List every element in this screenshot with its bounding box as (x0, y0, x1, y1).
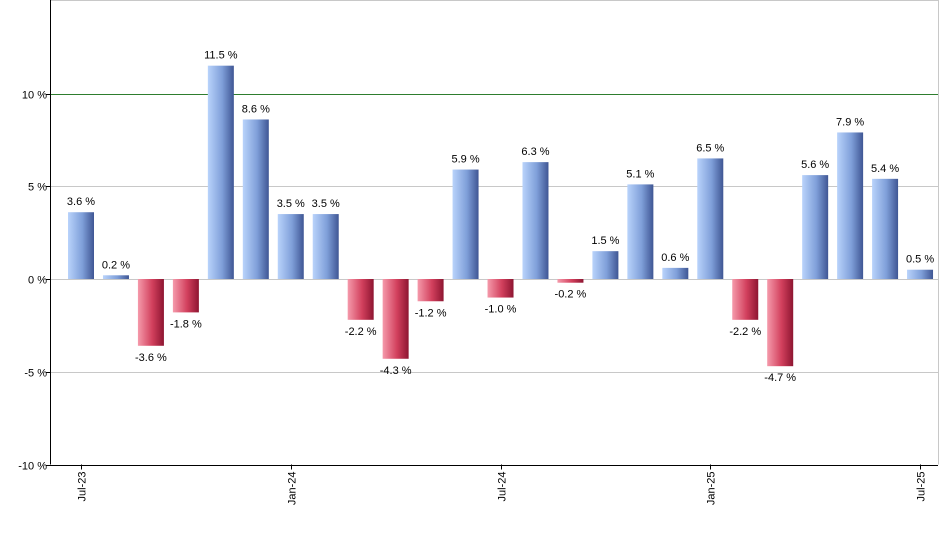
bar (697, 158, 724, 279)
bar (347, 279, 374, 320)
bar (102, 275, 129, 279)
y-tick-label: -10 % (18, 461, 47, 473)
bar (277, 214, 304, 279)
bar (802, 175, 829, 279)
bar (452, 169, 479, 279)
bar-value-label: 5.1 % (626, 168, 654, 180)
bar (872, 178, 899, 279)
x-tick-label: Jan-24 (287, 472, 299, 506)
bar (172, 279, 199, 313)
bar-value-label: 3.5 % (312, 198, 340, 210)
bars (68, 65, 934, 367)
bar-value-label: 0.6 % (661, 252, 689, 264)
bar (732, 279, 759, 320)
bar-value-label: 11.5 % (204, 50, 238, 62)
bar-value-label: 0.5 % (906, 254, 934, 266)
bar-value-label: -1.0 % (485, 304, 517, 316)
bar (68, 212, 94, 279)
bar-value-label: 3.5 % (277, 198, 305, 210)
bar (522, 162, 549, 279)
y-tick-label: 5 % (28, 182, 47, 194)
bar (312, 214, 339, 279)
bar (837, 132, 864, 279)
bar (487, 279, 514, 298)
y-tick-label: -5 % (24, 368, 47, 380)
bar-value-label: 3.6 % (67, 196, 95, 208)
bar-value-label: -3.6 % (135, 352, 167, 364)
bar (382, 279, 409, 359)
x-tick-label: Jul-25 (916, 472, 928, 502)
bar (907, 269, 934, 279)
bar (242, 119, 269, 279)
bar-value-label: -1.2 % (415, 307, 447, 319)
bar-value-label: 1.5 % (591, 235, 619, 247)
x-tick-label: Jul-24 (497, 472, 509, 502)
bar-value-label: -1.8 % (170, 318, 202, 330)
bar (767, 279, 794, 367)
bar (592, 251, 619, 279)
axes: 10 % 5 % 0 % -5 % -10 % Jul-23 Jan-24 Jul-24 Jan… (18, 0, 938, 505)
x-tick-label: Jan-25 (706, 472, 718, 506)
bar (662, 267, 689, 279)
bar-value-label: 5.9 % (451, 154, 479, 166)
bar (417, 279, 444, 302)
bar-value-label: -4.3 % (380, 365, 412, 377)
bar-value-label: 5.4 % (871, 163, 899, 175)
bar (137, 279, 164, 346)
bar-value-label: 6.5 % (696, 142, 724, 154)
bar-value-label: 5.6 % (801, 159, 829, 171)
y-tick-label: 0 % (28, 275, 47, 287)
bar-value-label: 6.3 % (521, 146, 549, 158)
bar-value-label: -4.7 % (764, 372, 796, 384)
bar (207, 65, 234, 279)
bar (557, 279, 584, 283)
bar (627, 184, 654, 279)
data-labels: 3.6 % 0.2 % -3.6 % -1.8 % 11.5 % 8.6 % 3.5 % 3.… (67, 50, 934, 385)
bar-value-label: -0.2 % (555, 289, 587, 301)
x-tick-label: Jul-23 (77, 472, 89, 502)
bar-value-label: 0.2 % (102, 259, 130, 271)
bar-value-label: 8.6 % (242, 103, 270, 115)
bar-value-label: -2.2 % (345, 326, 377, 338)
y-tick-label: 10 % (22, 90, 47, 102)
bar-value-label: -2.2 % (729, 326, 761, 338)
bar-value-label: 7.9 % (836, 116, 864, 128)
